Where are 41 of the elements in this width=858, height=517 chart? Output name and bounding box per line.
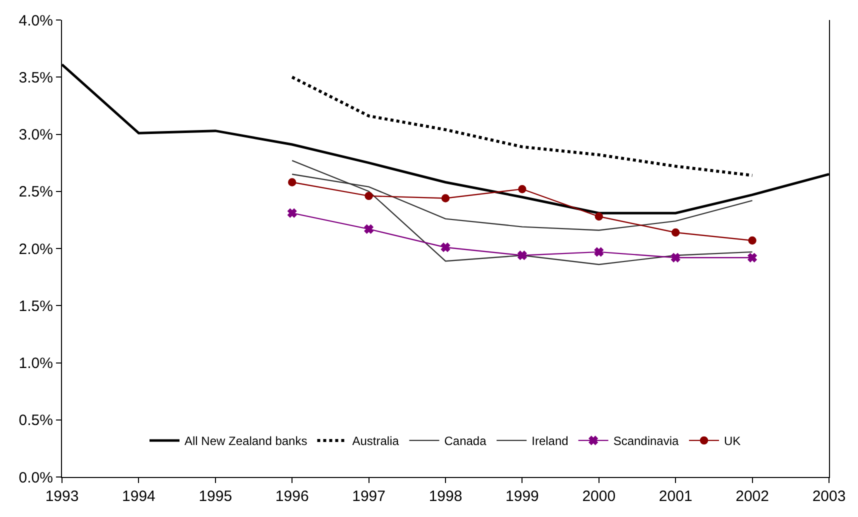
point [672, 228, 680, 237]
point [364, 192, 373, 200]
point [518, 250, 527, 260]
point [518, 184, 526, 194]
x-tick-label: 1999 [506, 488, 539, 505]
y-tick-label: 2.0% [18, 240, 53, 258]
legend-label: Australia [352, 434, 400, 448]
x-tick-label: 2003 [812, 488, 846, 505]
legend-label: Ireland [532, 434, 568, 448]
y-tick-label: 1.0% [18, 355, 53, 372]
point [748, 236, 756, 245]
point [288, 208, 297, 218]
x-tick-label: 1998 [428, 488, 462, 505]
y-tick-label: 4.0% [18, 12, 53, 30]
y-tick-label: 2.5% [18, 184, 53, 201]
y-tick-label: 3.0% [18, 126, 53, 144]
y-tick-label: 0.5% [18, 412, 53, 430]
line-series [290, 76, 754, 177]
x-tick-label: 2002 [736, 488, 769, 505]
point [441, 194, 450, 202]
point [288, 178, 296, 186]
point [440, 242, 450, 252]
x-tick-label: 1994 [122, 488, 156, 505]
x-tick-label: 2000 [582, 488, 616, 505]
legend-label: UK [724, 434, 741, 448]
x-tick-label: 2001 [658, 488, 692, 505]
y-tick-label: 1.5% [18, 298, 53, 315]
x-tick-label: 1997 [352, 488, 386, 505]
x-tick-label: 1995 [198, 488, 232, 505]
y-tick-label: 0.0% [18, 469, 53, 486]
y-tick-label: 3.5% [18, 69, 53, 86]
x-tick-label: 1996 [275, 488, 309, 505]
point [364, 224, 374, 234]
legend-label: Scandinavia [613, 434, 680, 448]
legend-label: All New Zealand banks [184, 434, 308, 448]
point [671, 253, 680, 262]
point [594, 212, 603, 221]
point [594, 247, 604, 256]
x-tick-label: 1993 [45, 488, 79, 505]
legend-label: Canada [444, 434, 487, 448]
point [748, 253, 757, 262]
